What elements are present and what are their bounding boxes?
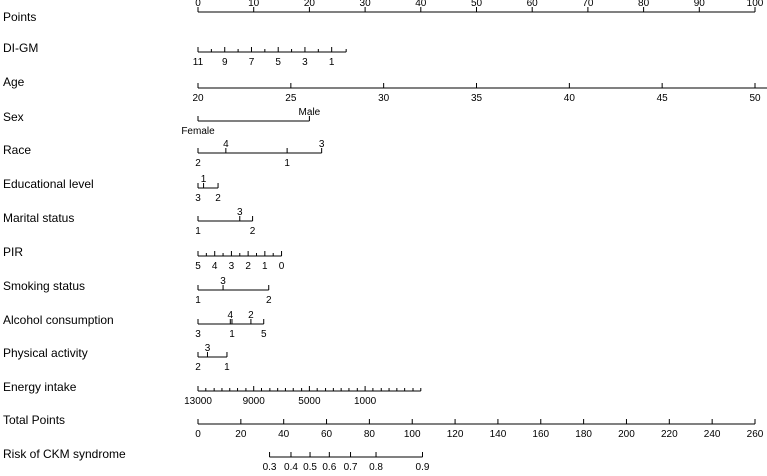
tick-label-total-points-2: 40	[278, 429, 290, 440]
tick-label-marital-status-0: 1	[195, 226, 201, 237]
tick-label-di-gm-2: 9	[222, 57, 228, 68]
tick-label-di-gm-0: 11	[193, 57, 204, 68]
tick-label-energy-intake-21: 1000	[354, 396, 377, 407]
tick-label-energy-intake-14: 5000	[298, 396, 321, 407]
tick-label-points-8: 80	[638, 0, 650, 9]
tick-label-physical-activity-2: 1	[224, 362, 230, 373]
tick-label-pir-8: 1	[262, 261, 268, 272]
tick-label-alcohol-consumption-2: 1	[229, 329, 235, 340]
tick-label-age-4: 40	[564, 93, 576, 104]
tick-label-points-4: 40	[415, 0, 427, 9]
row-label-smoking-status: Smoking status	[3, 279, 85, 293]
tick-label-physical-activity-0: 2	[195, 362, 201, 373]
tick-label-di-gm-4: 7	[249, 57, 255, 68]
tick-label-total-points-3: 60	[321, 429, 333, 440]
tick-label-total-points-0: 0	[195, 429, 201, 440]
row-label-risk-of-ckm-syndrome: Risk of CKM syndrome	[3, 447, 126, 461]
tick-label-points-2: 20	[304, 0, 316, 9]
tick-label-points-7: 70	[582, 0, 594, 9]
row-label-race: Race	[3, 143, 31, 157]
tick-label-risk-of-ckm-syndrome-4: 0.7	[344, 462, 358, 473]
row-label-energy-intake: Energy intake	[3, 380, 77, 394]
tick-label-total-points-9: 180	[575, 429, 592, 440]
tick-label-risk-of-ckm-syndrome-6: 0.9	[416, 462, 430, 473]
tick-label-total-points-7: 140	[490, 429, 507, 440]
tick-label-educational-level-2: 2	[215, 193, 221, 204]
tick-label-alcohol-consumption-1: 4	[228, 310, 234, 321]
tick-label-total-points-12: 240	[704, 429, 721, 440]
tick-label-age-1: 25	[285, 93, 297, 104]
tick-label-educational-level-1: 1	[201, 174, 207, 185]
tick-label-points-5: 50	[471, 0, 483, 9]
tick-label-sex-1: Male	[299, 107, 321, 118]
tick-label-age-2: 30	[378, 93, 390, 104]
tick-label-pir-6: 2	[245, 261, 251, 272]
tick-label-alcohol-consumption-3: 2	[248, 310, 254, 321]
tick-label-points-1: 10	[248, 0, 260, 9]
tick-label-marital-status-1: 3	[237, 207, 243, 218]
tick-label-risk-of-ckm-syndrome-5: 0.8	[369, 462, 383, 473]
tick-label-pir-2: 4	[212, 261, 218, 272]
tick-label-pir-4: 3	[229, 261, 235, 272]
row-label-total-points: Total Points	[3, 413, 65, 427]
tick-label-energy-intake-0: 13000	[184, 396, 212, 407]
tick-label-smoking-status-2: 2	[266, 295, 272, 306]
tick-label-pir-0: 5	[195, 261, 201, 272]
tick-label-race-1: 4	[223, 139, 229, 150]
tick-label-race-3: 3	[319, 139, 325, 150]
tick-label-points-9: 90	[694, 0, 706, 9]
tick-label-points-6: 60	[527, 0, 539, 9]
row-label-pir: PIR	[3, 245, 23, 259]
row-label-di-gm: DI-GM	[3, 41, 38, 55]
tick-label-race-0: 2	[195, 158, 201, 169]
tick-label-sex-0: Female	[181, 126, 215, 137]
tick-label-di-gm-6: 5	[275, 57, 281, 68]
tick-label-educational-level-0: 3	[195, 193, 201, 204]
tick-label-energy-intake-7: 9000	[243, 396, 266, 407]
tick-label-age-3: 35	[471, 93, 483, 104]
tick-label-smoking-status-0: 1	[195, 295, 201, 306]
tick-label-total-points-1: 20	[235, 429, 247, 440]
tick-label-total-points-13: 260	[747, 429, 764, 440]
tick-label-age-0: 20	[192, 93, 204, 104]
tick-label-marital-status-2: 2	[250, 226, 256, 237]
tick-label-points-3: 30	[360, 0, 372, 9]
tick-label-smoking-status-1: 3	[220, 276, 226, 287]
row-label-physical-activity: Physical activity	[3, 346, 88, 360]
tick-label-total-points-6: 120	[447, 429, 464, 440]
tick-label-alcohol-consumption-0: 3	[195, 329, 201, 340]
tick-label-points-10: 100	[747, 0, 764, 9]
tick-label-physical-activity-1: 3	[205, 343, 211, 354]
tick-label-alcohol-consumption-4: 5	[261, 329, 267, 340]
tick-label-risk-of-ckm-syndrome-1: 0.4	[284, 462, 298, 473]
tick-label-risk-of-ckm-syndrome-2: 0.5	[303, 462, 317, 473]
row-label-age: Age	[3, 75, 25, 89]
tick-label-risk-of-ckm-syndrome-3: 0.6	[322, 462, 336, 473]
tick-label-total-points-10: 200	[618, 429, 635, 440]
tick-label-race-2: 1	[284, 158, 290, 169]
tick-label-di-gm-10: 1	[329, 57, 335, 68]
tick-label-di-gm-8: 3	[302, 57, 308, 68]
row-label-points: Points	[3, 10, 36, 24]
tick-label-age-6: 50	[749, 93, 761, 104]
tick-label-total-points-8: 160	[532, 429, 549, 440]
tick-label-age-5: 45	[657, 93, 669, 104]
row-label-educational-level: Educational level	[3, 177, 94, 191]
tick-label-risk-of-ckm-syndrome-0: 0.3	[263, 462, 277, 473]
tick-label-pir-10: 0	[279, 261, 285, 272]
row-label-alcohol-consumption: Alcohol consumption	[3, 313, 114, 327]
tick-label-total-points-11: 220	[661, 429, 678, 440]
tick-label-total-points-5: 100	[404, 429, 421, 440]
tick-label-total-points-4: 80	[364, 429, 376, 440]
row-label-marital-status: Marital status	[3, 211, 74, 225]
tick-label-points-0: 0	[195, 0, 201, 9]
row-label-sex: Sex	[3, 110, 24, 124]
